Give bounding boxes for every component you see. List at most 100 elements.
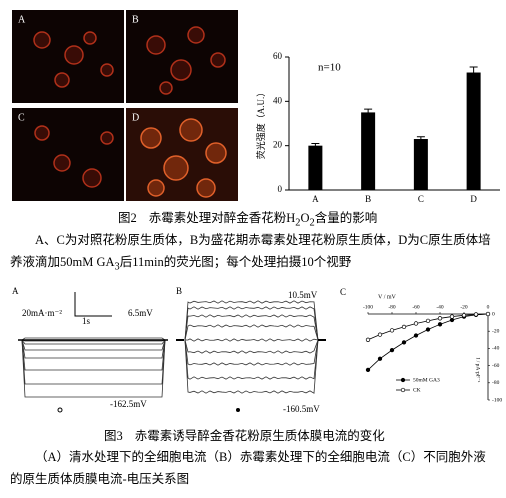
current-trace <box>21 339 166 385</box>
y-tick-label: -40 <box>492 346 500 352</box>
caption-text: O <box>300 211 310 225</box>
current-trace <box>184 306 319 341</box>
point <box>389 328 395 333</box>
x-tick-label: D <box>470 194 477 204</box>
current-trace <box>21 339 166 351</box>
error-bar <box>364 108 373 117</box>
cell <box>34 125 50 141</box>
cell <box>82 168 102 188</box>
caption-text: 赤霉素诱导醉金香花粉原生质体膜电流的变化 <box>134 429 385 443</box>
point <box>473 312 479 317</box>
voltage-top: 6.5mV <box>128 308 153 318</box>
description-text: 后11min的荧光图；每个处理拍摄10个视野 <box>119 255 352 269</box>
voltage-bottom: -162.5mV <box>110 399 147 409</box>
cell <box>64 45 84 65</box>
current-trace <box>21 339 166 345</box>
panel-label: B <box>132 14 139 25</box>
point <box>485 311 491 317</box>
x-tick-label: A <box>312 194 319 204</box>
scale-time: 1s <box>82 316 91 326</box>
cell <box>163 155 189 181</box>
current-trace <box>184 324 319 341</box>
cell <box>147 179 165 197</box>
y-tick-label: 0 <box>492 311 495 317</box>
point <box>365 367 371 373</box>
figure3-description: （A）清水处理下的全细胞电流（B）赤霉素处理下的全细胞电流（C）不同胞外液的原生… <box>10 450 486 486</box>
point <box>377 332 383 337</box>
legend-marker <box>400 377 406 383</box>
cell <box>53 154 71 172</box>
x-tick-label: 0 <box>487 304 490 310</box>
figure2-caption: 图2 赤霉素处理对醉金香花粉H2O2含量的影响 <box>118 207 377 229</box>
series-line <box>367 313 489 341</box>
y-tick-label: 0 <box>278 184 283 194</box>
legend-marker <box>400 387 406 393</box>
x-tick-label: -100 <box>363 304 373 310</box>
cell <box>83 31 97 45</box>
x-tick-label: -60 <box>412 304 420 310</box>
y-tick-label: -80 <box>492 380 500 386</box>
bar <box>466 72 481 190</box>
current-trace <box>184 300 319 341</box>
point <box>377 356 383 361</box>
figure2-description: A、C为对照花粉原生质体，B为盛花期赤霉素处理花粉原生质体，D为C原生质体培养液… <box>10 229 498 279</box>
subscript: 2 <box>295 217 301 229</box>
caption-text: 赤霉素处理对醉金香花粉H <box>148 211 296 225</box>
current-trace <box>21 339 166 398</box>
micrograph <box>12 10 124 103</box>
current-trace <box>21 339 166 371</box>
subscript: 3 <box>114 261 120 273</box>
point <box>425 327 431 332</box>
point <box>413 321 419 326</box>
voltage-top: 10.5mV <box>288 290 318 300</box>
legend-label: CK <box>413 387 421 393</box>
current-trace <box>184 314 319 341</box>
voltage-bottom: -160.5mV <box>283 404 320 414</box>
point <box>401 324 407 330</box>
y-tick-label: -60 <box>492 363 500 369</box>
panel-label: C <box>18 112 25 123</box>
panel-label: C <box>340 287 346 297</box>
error-bar <box>311 142 320 149</box>
y-tick-label: 40 <box>273 95 283 105</box>
panel-label: B <box>176 286 182 296</box>
x-tick-label: -40 <box>436 304 444 310</box>
cell <box>187 26 205 44</box>
y-tick-label: 60 <box>273 51 283 61</box>
error-bar <box>469 66 478 79</box>
bar <box>308 145 323 190</box>
current-trace <box>21 339 166 359</box>
point <box>389 347 395 353</box>
micrograph <box>126 10 238 103</box>
cell <box>196 178 216 198</box>
panel-label: A <box>18 14 26 25</box>
cell <box>179 118 203 142</box>
bar <box>361 112 376 190</box>
point <box>365 337 371 342</box>
scale-current: 20mA·m⁻² <box>22 308 62 318</box>
x-tick-label: -80 <box>388 304 396 310</box>
cell <box>100 63 114 77</box>
panel-label: A <box>12 286 19 296</box>
y-tick-label: -100 <box>492 397 502 403</box>
y-axis-label: 荧光强度（A.U.） <box>255 88 266 160</box>
marker <box>57 407 63 413</box>
current-trace <box>21 337 166 341</box>
point <box>401 340 407 345</box>
x-axis-label: V / mV <box>378 294 397 300</box>
current-trace <box>184 339 319 394</box>
micrograph <box>12 108 124 201</box>
current-trace <box>184 339 319 380</box>
marker <box>236 408 240 412</box>
cell <box>140 127 162 149</box>
y-tick-label: -20 <box>492 328 500 334</box>
subscript: 2 <box>309 217 315 229</box>
legend-label: 50mM GA3 <box>413 377 440 383</box>
cell <box>170 59 192 81</box>
error-bar <box>416 136 425 142</box>
y-tick-label: 20 <box>273 140 283 150</box>
x-tick-label: C <box>418 194 424 204</box>
figure3-caption: 图3 赤霉素诱导醉金香花粉原生质体膜电流的变化 <box>104 425 385 444</box>
